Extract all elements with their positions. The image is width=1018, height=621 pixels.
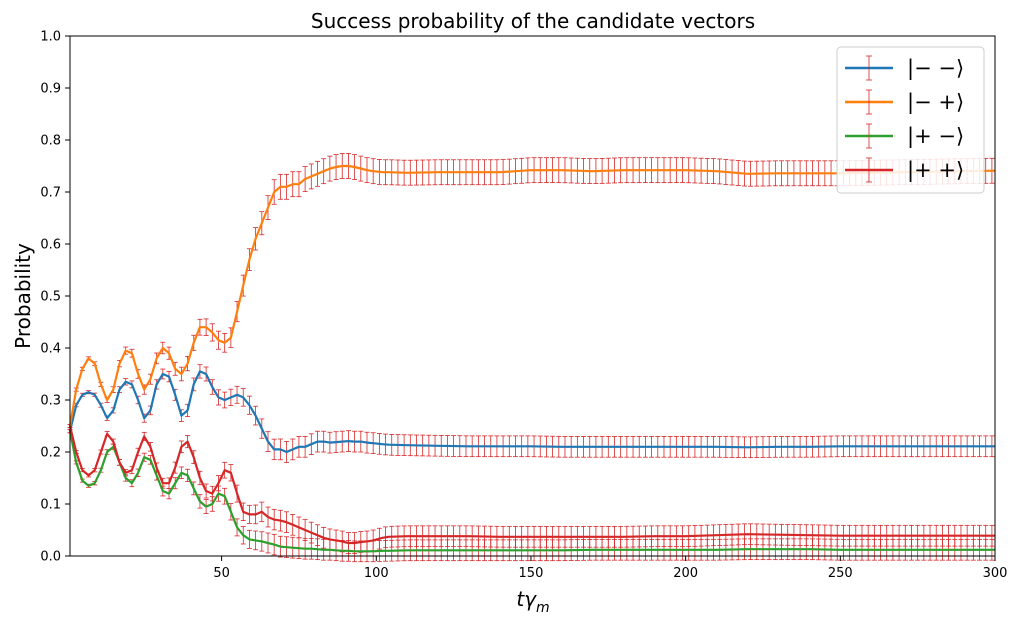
x-tick-label: 150 (519, 566, 544, 581)
y-tick-label: 0.2 (40, 446, 61, 461)
x-axis-title-main: tγ (516, 587, 537, 611)
y-tick-label: 0.5 (40, 290, 61, 305)
y-tick-label: 0.3 (40, 394, 61, 409)
series-line-2 (68, 164, 996, 427)
y-tick-label: 0.4 (40, 342, 61, 357)
y-tick-label: 1.0 (40, 30, 61, 45)
y-axis: 0.0 0.1 0.2 0.3 0.4 0.5 0.6 0.7 0.8 0.9 1.0 (40, 30, 70, 565)
x-tick-label: 200 (673, 566, 698, 581)
y-tick-label: 0.8 (40, 134, 61, 149)
chart-title: Success probability of the candidate vec… (311, 9, 755, 33)
legend-label: |+ −⟩ (907, 124, 964, 149)
legend-box (836, 46, 985, 194)
legend-entry: |− +⟩ (845, 89, 964, 115)
legend: |− −⟩ |− +⟩ |+ −⟩ |+ +⟩ (836, 46, 985, 194)
y-axis-title: Probability (11, 243, 35, 349)
x-tick-label: 250 (828, 566, 853, 581)
x-axis-title: tγm (516, 587, 549, 616)
legend-label: |+ +⟩ (907, 158, 964, 183)
x-tick-label: 50 (213, 566, 230, 581)
x-axis-title-sub: m (536, 600, 550, 616)
series-line-1 (68, 370, 995, 454)
series-layer (68, 164, 996, 553)
legend-label: |− +⟩ (907, 90, 964, 115)
y-tick-label: 0.7 (40, 186, 61, 201)
legend-entry: |+ −⟩ (845, 123, 964, 149)
legend-label: |− −⟩ (907, 56, 964, 81)
legend-entry: |+ +⟩ (845, 157, 964, 183)
x-axis: 50 100 150 200 250 300 (213, 556, 1007, 581)
x-tick-label: 300 (983, 566, 1008, 581)
y-tick-label: 0.9 (40, 82, 61, 97)
x-tick-label: 100 (364, 566, 389, 581)
series-line-3 (68, 430, 995, 553)
y-tick-label: 0.0 (40, 550, 61, 565)
series-line-4 (68, 425, 995, 545)
y-tick-label: 0.6 (40, 238, 61, 253)
y-tick-label: 0.1 (40, 498, 61, 513)
legend-entry: |− −⟩ (845, 55, 964, 81)
